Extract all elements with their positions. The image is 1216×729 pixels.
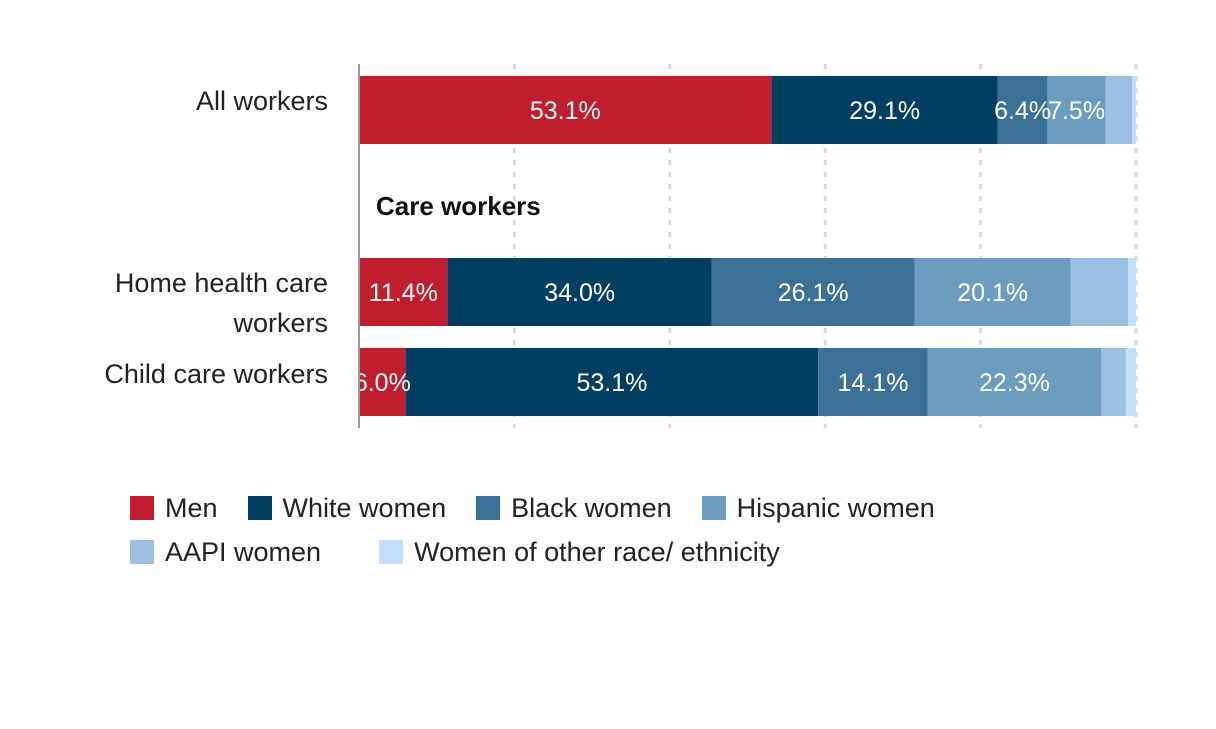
bar-segment (711, 258, 915, 326)
data-label: 53.1% (530, 97, 601, 125)
data-label: 53.1% (576, 369, 647, 397)
data-label: 6.0% (354, 369, 411, 397)
data-label: 14.1% (838, 369, 909, 397)
data-label: 22.3% (979, 369, 1050, 397)
data-label: 29.1% (849, 97, 920, 125)
data-label: 6.4% (994, 97, 1051, 125)
bar-segment (1132, 76, 1136, 144)
legend-swatch (130, 540, 154, 564)
bars (359, 76, 1136, 416)
bar-segment (447, 258, 712, 326)
legend-item: Men (130, 493, 218, 524)
bar-segment (914, 258, 1071, 326)
bar-segment (359, 258, 448, 326)
legend-row: Men White women Black women Hispanic women (130, 486, 1110, 530)
data-label: 11.4% (369, 279, 438, 307)
legend-swatch (379, 540, 404, 564)
legend-label: White women (282, 492, 447, 523)
bar-segment (405, 348, 819, 416)
bar-segment (1101, 348, 1126, 416)
data-label: 26.1% (778, 279, 849, 307)
legend-swatch (701, 496, 726, 520)
data-label: 7.5% (1048, 97, 1105, 125)
legend-item: Hispanic women (701, 492, 935, 524)
bar-segment (771, 76, 998, 144)
category-label: All workers (196, 86, 328, 116)
legend-label: Women of other race/ ethnicity (414, 536, 780, 567)
legend-item: AAPI women (130, 537, 321, 568)
bar-segment (1070, 258, 1129, 326)
bar-segment (1047, 76, 1106, 144)
bar-segment (1128, 258, 1136, 326)
legend-row: AAPI women Women of other race/ ethnicity (130, 530, 1110, 574)
category-label: workers (232, 308, 328, 338)
bar-segment (997, 76, 1048, 144)
legend-swatch (247, 496, 272, 520)
legend-label: Men (165, 492, 218, 523)
data-labels: 53.1% 29.1% 6.4%7.5% 11.4% 34.0% 26.1% 20.1% 6.… (354, 97, 1105, 397)
bar-segment (1105, 76, 1133, 144)
bar-segment (1125, 348, 1136, 416)
legend: Men White women Black women Hispanic women A… (130, 486, 1110, 574)
bar-segment (359, 76, 772, 144)
legend-swatch (130, 496, 154, 520)
bar-segment (818, 348, 928, 416)
legend-swatch (476, 496, 501, 520)
bar-segment (359, 348, 406, 416)
data-label: 20.1% (957, 279, 1028, 307)
legend-label: AAPI women (165, 536, 322, 567)
category-label: Child care workers (104, 359, 328, 389)
category-label: Home health care (115, 268, 328, 298)
legend-item: White women (247, 492, 447, 524)
data-label: 34.0% (544, 279, 615, 307)
legend-label: Hispanic women (736, 492, 935, 523)
category-labels: All workers Home health care workers Child … (104, 86, 328, 389)
legend-item: Black women (476, 493, 672, 524)
bar-segment (927, 348, 1102, 416)
legend-item: Women of other race/ ethnicity (379, 537, 780, 568)
legend-label: Black women (511, 492, 672, 523)
group-label-care-workers: Care workers (376, 191, 541, 221)
